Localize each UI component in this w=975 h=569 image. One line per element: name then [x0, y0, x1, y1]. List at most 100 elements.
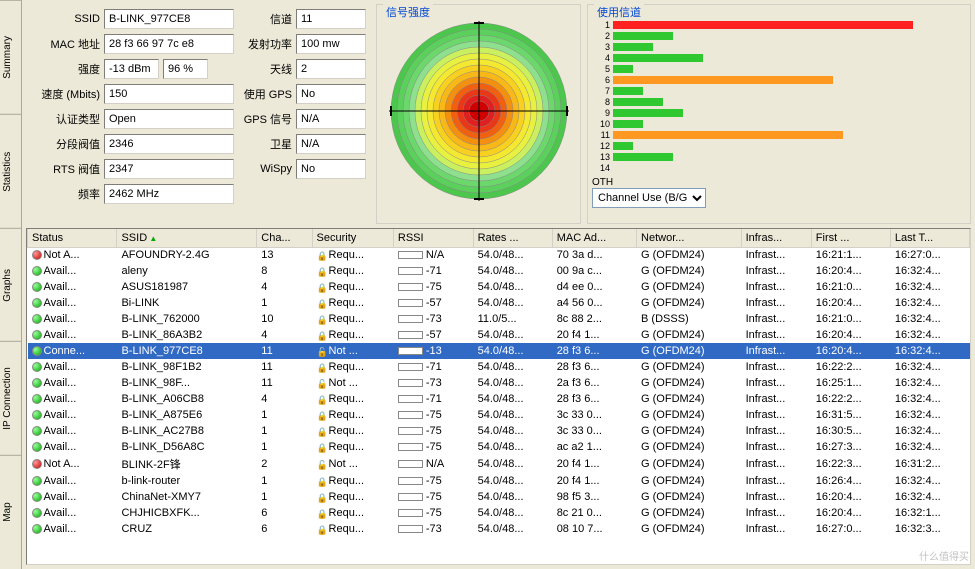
table-row[interactable]: Not A...BLINK-2F锋2Not ...N/A54.0/48...20…	[28, 455, 970, 473]
field-input[interactable]	[104, 59, 159, 79]
field-input[interactable]	[296, 159, 366, 179]
rssi-bar-icon	[398, 395, 423, 403]
col-header[interactable]: Security	[312, 229, 393, 247]
field-label: 发射功率	[242, 36, 292, 52]
field-label: 强度	[30, 61, 100, 77]
watermark: 什么值得买	[919, 548, 969, 563]
radar-chart	[389, 21, 569, 201]
field-input[interactable]	[104, 9, 234, 29]
chan-label: 1	[596, 20, 610, 30]
chan-bar	[613, 43, 653, 51]
lock-icon	[317, 362, 327, 372]
table-row[interactable]: Avail...B-LINK_98F...11Not ...-7354.0/48…	[28, 375, 970, 391]
chan-label: 5	[596, 64, 610, 74]
lock-icon	[317, 394, 327, 404]
table-row[interactable]: Avail...B-LINK_98F1B211Requ...-7154.0/48…	[28, 359, 970, 375]
col-header[interactable]: Infras...	[741, 229, 811, 247]
col-header[interactable]: Status	[28, 229, 117, 247]
field-input[interactable]	[296, 34, 366, 54]
field-label: 认证类型	[30, 111, 100, 127]
status-dot-icon	[32, 459, 42, 469]
table-row[interactable]: Avail...b-link-router1Requ...-7554.0/48.…	[28, 473, 970, 489]
status-dot-icon	[32, 394, 42, 404]
rssi-bar-icon	[398, 509, 423, 517]
chan-bar	[613, 131, 843, 139]
rssi-bar-icon	[398, 443, 423, 451]
channel-combo[interactable]: Channel Use (B/G	[592, 188, 706, 208]
lock-icon	[317, 346, 327, 356]
lock-icon	[317, 524, 327, 534]
table-row[interactable]: Avail...B-LINK_A06CB84Requ...-7154.0/48.…	[28, 391, 970, 407]
field-input[interactable]	[296, 109, 366, 129]
status-dot-icon	[32, 378, 42, 388]
vtab-map[interactable]: Map	[0, 455, 21, 569]
table-row[interactable]: Avail...B-LINK_AC27B81Requ...-7554.0/48.…	[28, 423, 970, 439]
vtab-ip-connection[interactable]: IP Connection	[0, 341, 21, 455]
chan-label: 4	[596, 53, 610, 63]
field-input[interactable]	[296, 59, 366, 79]
col-header[interactable]: Networ...	[637, 229, 742, 247]
table-row[interactable]: Avail...B-LINK_76200010Requ...-7311.0/5.…	[28, 311, 970, 327]
vtab-graphs[interactable]: Graphs	[0, 228, 21, 342]
lock-icon	[317, 298, 327, 308]
table-row[interactable]: Avail...ASUS1819874Requ...-7554.0/48...d…	[28, 279, 970, 295]
rssi-bar-icon	[398, 283, 423, 291]
chan-bar	[613, 32, 673, 40]
col-header[interactable]: SSID ▲	[117, 229, 257, 247]
chan-bar	[613, 109, 683, 117]
field-label: RTS 阀值	[30, 161, 100, 177]
status-dot-icon	[32, 410, 42, 420]
field-input[interactable]	[104, 184, 234, 204]
vertical-tabs: SummaryStatisticsGraphsIP ConnectionMap	[0, 0, 22, 569]
chan-bar	[613, 98, 663, 106]
field-input[interactable]	[296, 84, 366, 104]
status-dot-icon	[32, 314, 42, 324]
table-row[interactable]: Not A...AFOUNDRY-2.4G13Requ...N/A54.0/48…	[28, 247, 970, 263]
rssi-bar-icon	[398, 460, 423, 468]
vtab-statistics[interactable]: Statistics	[0, 114, 21, 228]
col-header[interactable]: RSSI	[393, 229, 473, 247]
vtab-summary[interactable]: Summary	[0, 0, 21, 114]
field-input-extra[interactable]	[163, 59, 208, 79]
table-row[interactable]: Avail...B-LINK_A875E61Requ...-7554.0/48.…	[28, 407, 970, 423]
field-label: 卫星	[242, 136, 292, 152]
table-row[interactable]: Avail...CHJHICBXFK...6Requ...-7554.0/48.…	[28, 505, 970, 521]
status-dot-icon	[32, 250, 42, 260]
table-row[interactable]: Conne...B-LINK_977CE811Not ...-1354.0/48…	[28, 343, 970, 359]
field-input[interactable]	[104, 159, 234, 179]
field-input[interactable]	[104, 34, 234, 54]
table-row[interactable]: Avail...B-LINK_86A3B24Requ...-5754.0/48.…	[28, 327, 970, 343]
rssi-bar-icon	[398, 347, 423, 355]
rssi-bar-icon	[398, 379, 423, 387]
table-row[interactable]: Avail...B-LINK_D56A8C1Requ...-7554.0/48.…	[28, 439, 970, 455]
field-input[interactable]	[296, 9, 366, 29]
field-input[interactable]	[296, 134, 366, 154]
table-row[interactable]: Avail...aleny8Requ...-7154.0/48...00 9a …	[28, 263, 970, 279]
col-header[interactable]: Last T...	[890, 229, 969, 247]
channel-bars: 1234567891011121314	[592, 9, 966, 175]
chan-label: 9	[596, 108, 610, 118]
field-label: 分段阀值	[30, 136, 100, 152]
lock-icon	[317, 330, 327, 340]
field-input[interactable]	[104, 109, 234, 129]
col-header[interactable]: Rates ...	[473, 229, 552, 247]
field-input[interactable]	[104, 134, 234, 154]
col-header[interactable]: Cha...	[257, 229, 312, 247]
chan-label: 7	[596, 86, 610, 96]
chan-label: 13	[596, 152, 610, 162]
col-header[interactable]: MAC Ad...	[552, 229, 636, 247]
lock-icon	[317, 314, 327, 324]
rssi-bar-icon	[398, 299, 423, 307]
status-dot-icon	[32, 476, 42, 486]
network-table[interactable]: StatusSSID ▲Cha...SecurityRSSIRates ...M…	[26, 228, 971, 565]
status-dot-icon	[32, 266, 42, 276]
table-row[interactable]: Avail...ChinaNet-XMY71Requ...-7554.0/48.…	[28, 489, 970, 505]
lock-icon	[317, 508, 327, 518]
col-header[interactable]: First ...	[811, 229, 890, 247]
status-dot-icon	[32, 426, 42, 436]
table-row[interactable]: Avail...Bi-LINK1Requ...-5754.0/48...a4 5…	[28, 295, 970, 311]
chan-bar	[613, 65, 633, 73]
status-dot-icon	[32, 298, 42, 308]
table-row[interactable]: Avail...CRUZ6Requ...-7354.0/48...08 10 7…	[28, 521, 970, 537]
field-input[interactable]	[104, 84, 234, 104]
